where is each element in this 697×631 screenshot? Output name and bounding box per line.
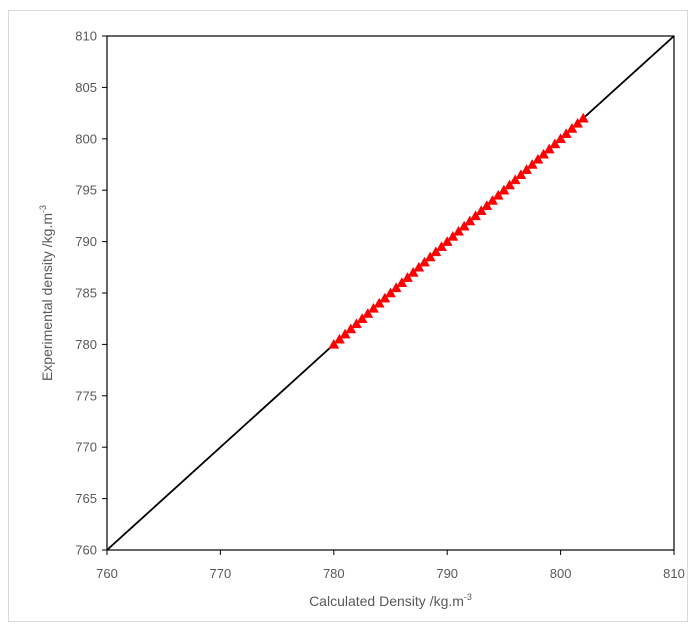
- x-tick-label: 810: [663, 566, 685, 581]
- data-point: [368, 302, 379, 313]
- data-point: [334, 333, 345, 344]
- data-points: [328, 112, 589, 349]
- data-point: [504, 179, 515, 190]
- data-point: [441, 236, 453, 246]
- tick-labels: 760 770 780 790 800 810 760 765 770 775 780 785 790 7…: [75, 29, 685, 582]
- data-point: [521, 164, 533, 174]
- data-point: [413, 261, 425, 272]
- data-point: [470, 210, 481, 221]
- y-tick-label: 765: [75, 491, 97, 506]
- y-tick-label: 795: [75, 183, 97, 198]
- data-point: [373, 297, 385, 308]
- data-point: [436, 241, 447, 251]
- data-point: [515, 169, 527, 180]
- data-point: [453, 225, 464, 236]
- x-tick-label: 770: [210, 566, 232, 581]
- data-point: [407, 266, 419, 277]
- data-point: [566, 123, 578, 133]
- data-point: [402, 272, 413, 282]
- y-tick-label: 810: [75, 29, 97, 44]
- x-tick-label: 780: [323, 566, 345, 581]
- data-point: [430, 246, 442, 257]
- x-tick-label: 790: [436, 566, 458, 581]
- data-point: [385, 287, 396, 298]
- data-point: [509, 174, 521, 185]
- y-axis-title: Experimental density /kg.m-3: [38, 205, 55, 381]
- y-tick-label: 760: [75, 543, 97, 558]
- data-point: [487, 194, 498, 205]
- y-tick-label: 780: [75, 337, 97, 352]
- data-point: [464, 215, 476, 226]
- y-tick-label: 800: [75, 131, 97, 146]
- axes: [102, 35, 675, 555]
- data-point: [447, 230, 459, 241]
- y-tick-label: 775: [75, 388, 97, 403]
- data-point: [390, 282, 402, 293]
- data-point: [396, 277, 408, 287]
- y-tick-label: 805: [75, 80, 97, 95]
- data-point: [362, 308, 374, 318]
- y-tick-label: 785: [75, 286, 97, 301]
- data-point: [379, 292, 391, 303]
- y-tick-label: 790: [75, 234, 97, 249]
- data-point: [458, 220, 470, 231]
- data-point: [526, 158, 538, 169]
- data-point: [498, 184, 510, 195]
- data-point: [328, 338, 340, 349]
- data-point: [532, 153, 544, 164]
- x-tick-label: 760: [96, 566, 118, 581]
- data-point: [538, 148, 550, 159]
- data-point: [560, 128, 572, 138]
- data-point: [339, 328, 351, 339]
- data-point: [543, 143, 555, 154]
- data-point: [572, 117, 584, 128]
- x-axis-title: Calculated Density /kg.m-3: [309, 592, 472, 609]
- data-point: [549, 138, 561, 149]
- x-tick-label: 800: [550, 566, 572, 581]
- data-point: [356, 313, 368, 323]
- chart-area: [8, 10, 688, 622]
- data-point: [492, 189, 504, 200]
- data-point: [475, 205, 487, 216]
- data-point: [351, 318, 362, 329]
- data-point: [555, 133, 567, 144]
- data-point: [419, 256, 430, 267]
- y-tick-label: 770: [75, 440, 97, 455]
- data-point: [345, 323, 357, 334]
- data-point: [481, 200, 493, 210]
- data-point: [424, 251, 436, 262]
- data-point: [577, 112, 589, 123]
